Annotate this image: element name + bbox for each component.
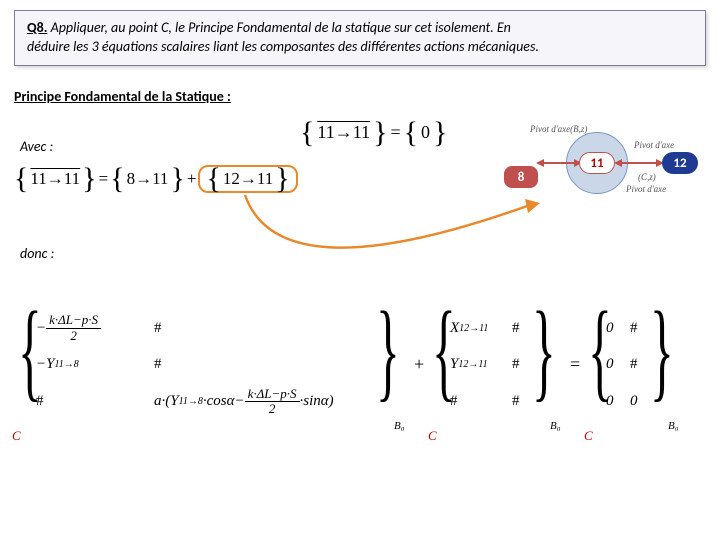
section-title: Principe Fondamental de la Statique : bbox=[14, 88, 720, 105]
matrix2-col1: X12→11 Y12→11 # bbox=[450, 310, 506, 420]
matrix1-col1: −k·ΔL−p·S2 −Y11→8 # bbox=[36, 310, 136, 420]
node-8: 8 bbox=[504, 166, 538, 188]
question-text-2: déduire les 3 équations scalaires liant … bbox=[27, 38, 539, 55]
avec-label: Avec : bbox=[20, 138, 53, 155]
plus-sign: + bbox=[414, 354, 424, 375]
node-12: 12 bbox=[662, 152, 698, 174]
eq2-t1: 8→11 bbox=[127, 169, 169, 189]
question-label: Q8. bbox=[27, 19, 47, 36]
highlighted-term: { 12→11 } bbox=[198, 165, 297, 193]
matrix3-col2: # # 0 bbox=[630, 310, 648, 420]
subscript-b0-1: B₀ bbox=[394, 420, 405, 432]
subscript-c-2: C bbox=[428, 428, 437, 444]
connector-curve bbox=[230, 185, 540, 305]
question-text-1: Appliquer, au point C, le Principe Fonda… bbox=[47, 19, 510, 36]
subscript-b0-3: B₀ bbox=[668, 420, 679, 432]
pivot-c2-text: (C,z) bbox=[638, 172, 656, 182]
matrix3-col1: 0 0 0 bbox=[606, 310, 624, 420]
subscript-b0-2: B₀ bbox=[550, 420, 561, 432]
equation-line2: { 11→11 } = { 8→11 } + { 12→11 } bbox=[14, 165, 298, 193]
pivot-c3-text: Pivot d'axe bbox=[626, 184, 666, 194]
donc-label: donc : bbox=[20, 245, 54, 262]
subscript-c-1: C bbox=[12, 428, 21, 444]
eq2-t2: 12→11 bbox=[223, 169, 273, 189]
node-11: 11 bbox=[579, 152, 615, 174]
equation-top: { 11→11 } = { 0 } bbox=[300, 122, 447, 143]
matrix2-col2: # # # bbox=[512, 310, 530, 420]
eq2-lhs: 11→11 bbox=[30, 169, 80, 189]
pivot-c1-text: Pivot d'axe bbox=[634, 140, 674, 150]
big-equation: { C −k·ΔL−p·S2 −Y11→8 # # # a·(Y11→8·cos… bbox=[12, 310, 708, 450]
question-box: Q8. Appliquer, au point C, le Principe F… bbox=[14, 10, 706, 66]
subscript-c-3: C bbox=[584, 428, 593, 444]
equals-sign: = bbox=[570, 354, 580, 375]
diagram: 8 11 12 Pivot d'axe(B,z) Pivot d'axe (C,… bbox=[504, 128, 702, 206]
matrix1-col2: # # a·(Y11→8·cosα − k·ΔL−p·S2 ·sinα) bbox=[154, 310, 364, 420]
pivot-b-text: Pivot d'axe(B,z) bbox=[530, 124, 587, 134]
